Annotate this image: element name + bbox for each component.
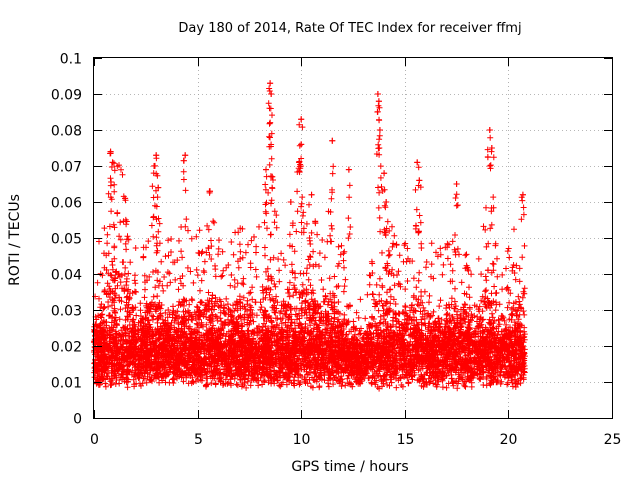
x-tick-label: 0 bbox=[90, 432, 99, 448]
y-tick-label: 0.04 bbox=[51, 268, 82, 284]
data-point-marker bbox=[381, 170, 388, 177]
data-point-marker bbox=[453, 181, 460, 187]
y-tick-labels: 0 0.01 0.02 0.03 0.04 0.05 0.06 0.07 0.08 0.09 0.1 bbox=[51, 52, 82, 428]
data-point-marker bbox=[374, 91, 381, 97]
x-axis-label: GPS time / hours bbox=[291, 459, 408, 475]
data-point-marker bbox=[151, 163, 158, 169]
data-point-marker bbox=[269, 173, 276, 180]
data-point-marker bbox=[486, 127, 493, 133]
x-tick-label: 10 bbox=[293, 432, 311, 448]
y-axis-label: ROTI / TECUs bbox=[7, 194, 23, 286]
plot-frame bbox=[93, 57, 613, 419]
data-point-marker bbox=[414, 159, 421, 166]
data-point-marker bbox=[109, 159, 116, 166]
data-point-marker bbox=[298, 116, 305, 123]
axis-ticks bbox=[94, 58, 613, 419]
data-point-marker bbox=[262, 166, 269, 173]
x-tick-labels: 0 5 10 15 20 25 bbox=[90, 432, 621, 448]
data-point-marker bbox=[287, 199, 294, 205]
y-tick-label: 0.09 bbox=[51, 88, 82, 104]
data-point-marker bbox=[267, 80, 274, 87]
data-point-marker bbox=[488, 145, 495, 151]
data-point-marker bbox=[298, 141, 305, 148]
y-tick-label: 0.02 bbox=[51, 340, 82, 356]
x-tick-label: 15 bbox=[397, 432, 415, 448]
y-tick-label: 0.1 bbox=[60, 52, 82, 68]
data-point-marker bbox=[268, 91, 275, 97]
data-point-marker bbox=[329, 137, 336, 144]
y-tick-label: 0.03 bbox=[51, 304, 82, 320]
data-point-marker bbox=[519, 191, 526, 198]
data-point-marker bbox=[153, 152, 160, 159]
data-point-marker bbox=[383, 199, 390, 205]
data-point-marker bbox=[375, 98, 382, 105]
y-tick-label: 0.01 bbox=[51, 376, 82, 392]
data-point-marker bbox=[155, 184, 162, 191]
y-tick-label: 0.07 bbox=[51, 160, 82, 176]
y-tick-label: 0.08 bbox=[51, 124, 82, 140]
data-point-marker bbox=[122, 195, 129, 202]
y-tick-label: 0.05 bbox=[51, 232, 82, 248]
data-point-marker bbox=[416, 177, 423, 184]
x-tick-label: 25 bbox=[604, 432, 622, 448]
data-point-marker bbox=[376, 127, 383, 133]
data-point-marker bbox=[207, 188, 214, 195]
chart-title: Day 180 of 2014, Rate Of TEC Index for r… bbox=[178, 21, 521, 36]
data-point-marker bbox=[296, 159, 303, 166]
y-tick-label: 0.06 bbox=[51, 196, 82, 212]
x-tick-label: 5 bbox=[194, 432, 203, 448]
roti-marker-cloud bbox=[91, 80, 528, 392]
data-point-marker bbox=[345, 166, 352, 173]
data-point-marker bbox=[182, 152, 189, 159]
data-points bbox=[91, 80, 528, 392]
data-point-marker bbox=[308, 191, 315, 198]
y-tick-label: 0 bbox=[73, 412, 82, 428]
data-point-marker bbox=[107, 148, 114, 155]
data-point-marker bbox=[267, 119, 274, 126]
x-tick-label: 20 bbox=[500, 432, 518, 448]
